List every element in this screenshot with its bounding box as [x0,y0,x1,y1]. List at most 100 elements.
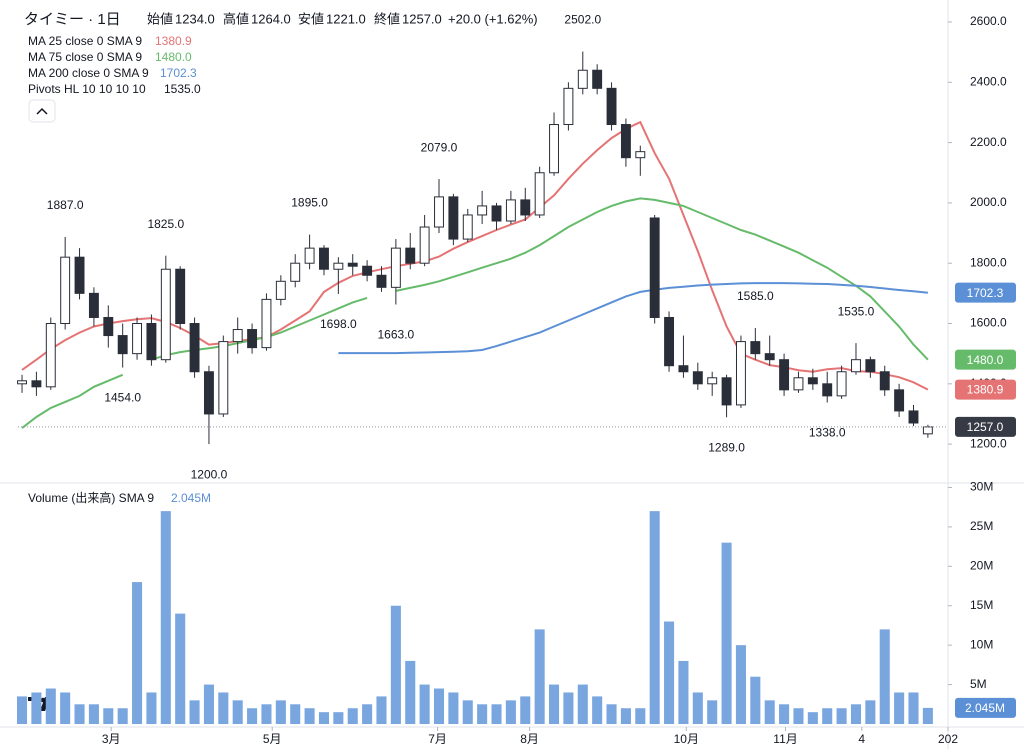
y-tick-label: 2200.0 [970,135,1007,149]
volume-bar [232,700,243,724]
pivot-label: 2502.0 [564,13,601,27]
volume-bar [577,684,588,724]
volume-bar [203,684,214,724]
volume-bar [750,676,761,724]
candle-body [563,87,574,126]
candle-body [894,389,905,412]
volume-bar [534,629,545,724]
volume-bar [664,621,675,724]
volume-bar [779,704,790,724]
x-tick-label: 202 [938,732,958,746]
volume-bar [405,660,416,724]
volume-bar [563,692,574,724]
candle-body [779,359,790,391]
candle-body [836,371,847,397]
button-frame[interactable] [28,99,56,123]
candle-body [549,124,559,174]
price-badge [955,697,1016,718]
x-tick-label: 4 [858,732,865,746]
candle-body [664,316,675,367]
y-tick-label: 30M [970,480,993,494]
y-tick-label: 1800.0 [970,255,1007,269]
collapse-button[interactable] [28,99,56,123]
candle-body [649,217,660,318]
pivot-label: 1454.0 [104,391,141,405]
volume-bar [649,511,660,724]
volume-bar [189,700,200,724]
x-tick-label: 11月 [773,732,797,746]
volume-bar [304,708,315,724]
price-badge-label: 1257.0 [967,420,1004,434]
x-tick-label: 7月 [428,732,447,746]
ma-line [21,120,929,391]
candle-body [577,69,588,89]
ohlc-name: 始値 [147,11,173,26]
legend-name: MA 25 close 0 SMA 9 [28,34,142,48]
candle-body [218,341,229,415]
candle-body [275,280,286,300]
volume-bar [721,542,732,724]
candle-body [261,298,272,349]
legend-name: Volume (出来高) SMA 9 [28,490,154,505]
logo-dot[interactable] [40,697,46,703]
y-tick-label: 5M [970,677,987,691]
volume-bar [477,704,488,724]
volume-bar [764,700,775,724]
y-tick-label: 2600.0 [970,14,1007,28]
y-tick-label: 2400.0 [970,74,1007,88]
price-badge [955,282,1016,303]
pivot-label: 1289.0 [708,440,745,454]
pivot-label: 1200.0 [191,467,228,481]
volume-bar [620,708,631,724]
volume-bar [218,692,229,724]
volume-bar [678,660,689,724]
price-badge-label: 2.045M [965,701,1005,715]
candle-body [735,341,746,406]
volume-bar [606,704,617,724]
chevron-icon[interactable] [36,107,48,115]
candle-body [319,247,329,270]
x-tick-label: 8月 [520,732,539,746]
candle-body [477,205,488,216]
volume-bar [822,708,833,724]
legend-value: 1702.3 [160,66,197,80]
x-tick-label: 10月 [674,732,699,746]
volume-bar [45,688,56,724]
volume-bar [275,700,286,724]
candle-body [419,226,430,264]
volume-bar [894,692,905,724]
pivot-label: 2079.0 [421,140,458,154]
candle-body [822,383,833,397]
legend-name: Pivots HL 10 10 10 10 [28,82,146,96]
volume-bar [117,708,128,724]
volume-bar [132,582,143,724]
volume-bar [318,712,330,724]
candle-body [189,323,200,373]
price-badge-label: 1702.3 [967,286,1004,300]
legend-value: 1380.9 [155,34,192,48]
price-badge [955,416,1016,437]
legend-value: 2.045M [171,491,211,505]
candle-body [103,316,114,337]
volume-bar [362,704,373,724]
volume-bar [60,692,71,724]
candle-body [31,380,42,388]
y-tick-label: 20M [970,558,993,572]
x-tick-label: 5月 [263,732,282,746]
volume-bar [793,708,804,724]
candle-body [908,410,919,424]
volume-bar [865,700,876,724]
candle-body [160,268,171,361]
volume-bar [592,696,603,724]
candle-body [60,256,71,325]
candle-body [707,377,718,385]
candle-body [405,247,416,264]
volume-bar [261,704,272,724]
volume-bar [548,684,560,724]
chart-title: タイミー · 1日 [24,11,121,28]
candle-body [175,268,186,325]
y-tick-label: 1600.0 [970,316,1007,330]
volume-bar [175,613,186,724]
ma-line [338,282,929,355]
candle-body [620,124,631,159]
